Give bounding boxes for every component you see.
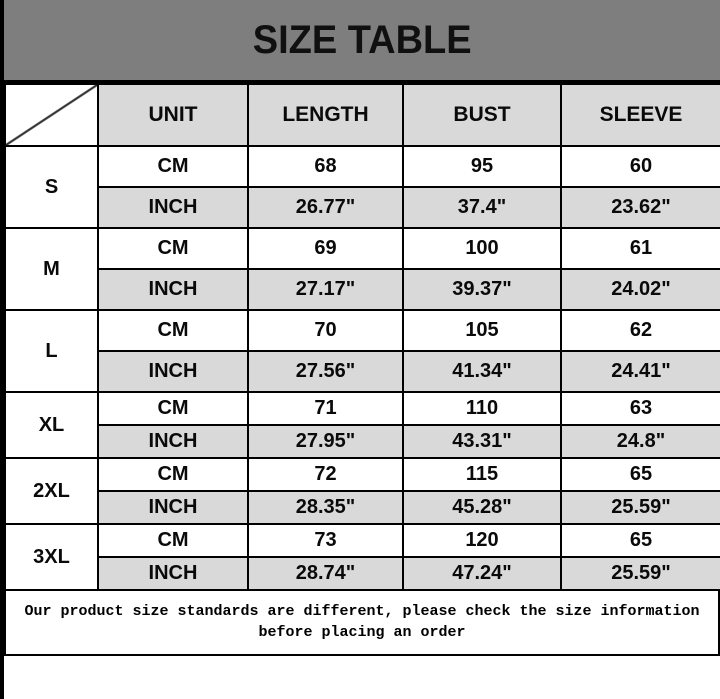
value-cell: 27.56" — [247, 350, 404, 393]
value-cell: 43.31" — [402, 424, 562, 459]
unit-cell-inch: INCH — [97, 424, 249, 459]
table-row: INCH 28.74" 47.24" 25.59" — [5, 556, 720, 591]
value-cell: 37.4" — [402, 186, 562, 229]
unit-cell-cm: CM — [97, 391, 249, 426]
value-cell: 110 — [402, 391, 562, 426]
footer-note-line1: Our product size standards are different… — [24, 603, 700, 620]
value-cell: 65 — [560, 457, 720, 492]
value-cell: 41.34" — [402, 350, 562, 393]
unit-cell-cm: CM — [97, 309, 249, 352]
unit-cell-inch: INCH — [97, 268, 249, 311]
value-cell: 39.37" — [402, 268, 562, 311]
value-cell: 26.77" — [247, 186, 404, 229]
table-row: INCH 26.77" 37.4" 23.62" — [5, 186, 720, 229]
size-label: 2XL — [4, 457, 99, 525]
table-row: XL CM 71 110 63 — [4, 391, 720, 459]
table-row: INCH 27.56" 41.34" 24.41" — [5, 350, 720, 393]
value-cell: 68 — [247, 145, 404, 188]
value-cell: 62 — [560, 309, 720, 352]
value-cell: 115 — [402, 457, 562, 492]
value-cell: 69 — [247, 227, 404, 270]
column-header-unit: UNIT — [97, 83, 249, 147]
value-cell: 28.35" — [247, 490, 404, 525]
value-cell: 27.17" — [247, 268, 404, 311]
size-label: M — [4, 227, 99, 311]
table-row: 2XL CM 72 115 65 — [4, 457, 720, 525]
value-cell: 24.8" — [560, 424, 720, 459]
size-label: S — [4, 145, 99, 229]
unit-cell-inch: INCH — [97, 350, 249, 393]
title-bar: SIZE TABLE — [4, 0, 720, 83]
table-row: INCH 27.95" 43.31" 24.8" — [5, 424, 720, 459]
value-cell: 25.59" — [560, 556, 720, 591]
unit-cell-cm: CM — [97, 145, 249, 188]
value-cell: 24.41" — [560, 350, 720, 393]
value-cell: 24.02" — [560, 268, 720, 311]
value-cell: 105 — [402, 309, 562, 352]
table-row: S CM 68 95 60 — [4, 145, 720, 229]
table-row: INCH 28.35" 45.28" 25.59" — [5, 490, 720, 525]
diagonal-cell — [4, 83, 99, 147]
value-cell: 27.95" — [247, 424, 404, 459]
value-cell: 28.74" — [247, 556, 404, 591]
value-cell: 72 — [247, 457, 404, 492]
unit-cell-cm: CM — [97, 457, 249, 492]
header-row: UNIT LENGTH BUST SLEEVE — [4, 83, 720, 147]
unit-cell-cm: CM — [97, 523, 249, 558]
value-cell: 45.28" — [402, 490, 562, 525]
value-cell: 100 — [402, 227, 562, 270]
value-cell: 70 — [247, 309, 404, 352]
column-header-bust: BUST — [402, 83, 562, 147]
column-header-sleeve: SLEEVE — [560, 83, 720, 147]
unit-cell-inch: INCH — [97, 490, 249, 525]
value-cell: 71 — [247, 391, 404, 426]
size-label: L — [4, 309, 99, 393]
size-label: 3XL — [4, 523, 99, 591]
unit-cell-inch: INCH — [97, 556, 249, 591]
footer-note: Our product size standards are different… — [4, 591, 720, 656]
value-cell: 60 — [560, 145, 720, 188]
size-label: XL — [4, 391, 99, 459]
value-cell: 23.62" — [560, 186, 720, 229]
footer-note-line2: before placing an order — [258, 624, 466, 641]
value-cell: 95 — [402, 145, 562, 188]
value-cell: 63 — [560, 391, 720, 426]
unit-cell-cm: CM — [97, 227, 249, 270]
table-row: L CM 70 105 62 — [4, 309, 720, 393]
value-cell: 120 — [402, 523, 562, 558]
value-cell: 73 — [247, 523, 404, 558]
value-cell: 65 — [560, 523, 720, 558]
value-cell: 61 — [560, 227, 720, 270]
value-cell: 47.24" — [402, 556, 562, 591]
table-row: 3XL CM 73 120 65 — [4, 523, 720, 591]
size-table: UNIT LENGTH BUST SLEEVE S CM 68 95 60 IN… — [4, 83, 720, 591]
table-row: INCH 27.17" 39.37" 24.02" — [5, 268, 720, 311]
value-cell: 25.59" — [560, 490, 720, 525]
page-title: SIZE TABLE — [252, 17, 472, 62]
column-header-length: LENGTH — [247, 83, 404, 147]
unit-cell-inch: INCH — [97, 186, 249, 229]
table-row: M CM 69 100 61 — [4, 227, 720, 311]
